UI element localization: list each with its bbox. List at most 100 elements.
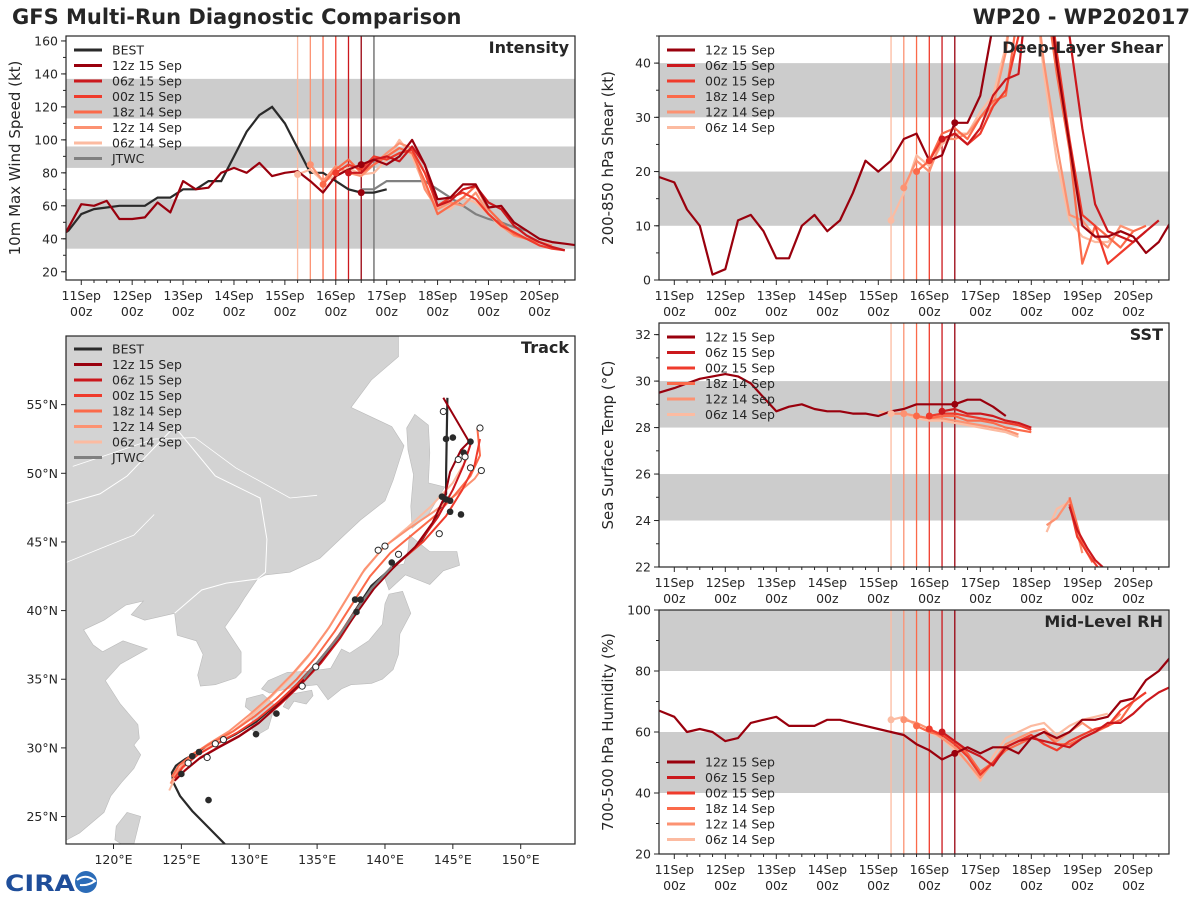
track-xtick-label: 120°E bbox=[94, 852, 132, 867]
intensity-run-start-dot bbox=[344, 169, 352, 177]
rh-shade-band bbox=[659, 610, 1169, 671]
intensity-ytick-label: 120 bbox=[34, 99, 58, 114]
province-border bbox=[66, 514, 155, 563]
rh-legend-label: 12z 14 Sep bbox=[705, 817, 775, 832]
intensity-xtick-label-hour: 00z bbox=[325, 304, 348, 319]
rh-legend-label: 12z 15 Sep bbox=[705, 755, 775, 770]
track-ytick-label: 35°N bbox=[26, 672, 58, 687]
shear-xtick-label-day: 13Sep bbox=[757, 288, 797, 303]
intensity-ylabel: 10m Max Wind Speed (kt) bbox=[6, 61, 24, 256]
shear-xtick-label-hour: 00z bbox=[816, 304, 839, 319]
intensity-shade-band bbox=[66, 146, 575, 168]
country-border bbox=[66, 425, 268, 580]
sst-run-start-dot bbox=[925, 412, 933, 420]
intensity-xtick-label-day: 16Sep bbox=[316, 288, 356, 303]
shear-run-start-dot bbox=[900, 184, 908, 192]
shear-xtick-label-day: 20Sep bbox=[1114, 288, 1154, 303]
rh-run-line bbox=[941, 686, 1169, 767]
rh-ytick-label: 80 bbox=[635, 664, 651, 679]
intensity-jtwc-track bbox=[361, 180, 527, 232]
intensity-run-start-dot bbox=[319, 180, 327, 188]
asia-land bbox=[66, 336, 405, 841]
rh-run-line bbox=[659, 657, 1169, 761]
intensity-legend-label: 00z 15 Sep bbox=[112, 89, 182, 104]
intensity-xtick-label-day: 13Sep bbox=[163, 288, 203, 303]
sst-xtick-label-day: 18Sep bbox=[1012, 575, 1052, 590]
rh-xtick-label-day: 19Sep bbox=[1063, 862, 1103, 877]
track-point-open bbox=[439, 407, 447, 416]
shear-panel: 01020304011Sep00z12Sep00z13Sep00z14Sep00… bbox=[599, 35, 1170, 319]
intensity-ytick-label: 100 bbox=[34, 132, 58, 147]
track-point-open bbox=[394, 550, 403, 558]
track-panel: 120°E 125°E 130°E 135°E 140°E 145°E 150°E 25°N 3… bbox=[26, 335, 576, 867]
shear-xtick-label-hour: 00z bbox=[1020, 304, 1043, 319]
shear-shade-band bbox=[659, 171, 1169, 226]
shear-run-start-dot bbox=[913, 168, 921, 176]
track-point-filled bbox=[446, 508, 454, 516]
shear-shade-band bbox=[659, 63, 1169, 118]
intensity-xtick-label-day: 11Sep bbox=[62, 288, 102, 303]
sst-xtick-label-day: 19Sep bbox=[1063, 575, 1103, 590]
intensity-legend-label: 06z 15 Sep bbox=[112, 74, 182, 89]
intensity-xtick-label-day: 14Sep bbox=[214, 288, 254, 303]
sst-xtick-label-day: 17Sep bbox=[961, 575, 1001, 590]
intensity-run-start-dot bbox=[357, 161, 365, 169]
rh-ytick-label: 60 bbox=[635, 725, 651, 740]
track-point-open bbox=[219, 736, 228, 744]
intensity-xtick-label-day: 20Sep bbox=[520, 288, 560, 303]
sst-plot-area bbox=[659, 323, 1169, 567]
rh-run-start-dot bbox=[913, 722, 921, 730]
rh-xtick-label-day: 15Sep bbox=[859, 862, 899, 877]
rh-xtick-label-hour: 00z bbox=[918, 878, 941, 893]
track-legend-label: BEST bbox=[112, 342, 144, 357]
shear-xtick-label-day: 12Sep bbox=[706, 288, 746, 303]
shear-xtick-label-hour: 00z bbox=[1122, 304, 1145, 319]
intensity-run-start-dot bbox=[294, 170, 302, 178]
intensity-ytick-label: 80 bbox=[42, 165, 58, 180]
track-legend-label: 00z 15 Sep bbox=[112, 388, 182, 403]
intensity-xtick-label-hour: 00z bbox=[375, 304, 398, 319]
track-point-filled bbox=[195, 748, 203, 756]
rh-xtick-label-day: 16Sep bbox=[910, 862, 950, 877]
rh-run-start-dot bbox=[951, 749, 959, 757]
shear-ytick-label: 20 bbox=[635, 164, 651, 179]
track-point-filled bbox=[442, 435, 450, 443]
rh-ylabel: 700-500 hPa Humidity (%) bbox=[599, 633, 617, 831]
intensity-legend-label: 06z 14 Sep bbox=[112, 136, 182, 151]
province-border bbox=[72, 437, 318, 499]
intensity-xtick-label-hour: 00z bbox=[528, 304, 551, 319]
rh-xtick-label-hour: 00z bbox=[714, 878, 737, 893]
intensity-plot-area bbox=[66, 36, 575, 280]
track-point-filled bbox=[353, 608, 360, 616]
sst-frame bbox=[658, 322, 1170, 568]
sst-xtick-label-hour: 00z bbox=[714, 591, 737, 606]
track-run-line bbox=[173, 397, 471, 782]
intensity-shade-band bbox=[66, 78, 575, 119]
sst-run-start-dot bbox=[887, 410, 895, 418]
track-point-open bbox=[298, 682, 306, 690]
taiwan-land bbox=[114, 812, 142, 844]
rh-panel-title: Mid-Level RH bbox=[1044, 612, 1163, 631]
track-ytick-label: 40°N bbox=[26, 603, 58, 618]
rh-xtick-label-hour: 00z bbox=[765, 878, 788, 893]
sst-shade-band bbox=[659, 474, 1169, 521]
track-point-open bbox=[454, 455, 462, 464]
intensity-xtick-label-hour: 00z bbox=[426, 304, 449, 319]
sst-xtick-label-hour: 00z bbox=[969, 591, 992, 606]
rh-xtick-label-day: 18Sep bbox=[1012, 862, 1052, 877]
intensity-legend-label: 18z 14 Sep bbox=[112, 105, 182, 120]
shear-run-start-dot bbox=[938, 135, 946, 143]
intensity-ytick-label: 160 bbox=[34, 33, 58, 48]
track-ytick-label: 30°N bbox=[26, 740, 58, 755]
rh-plot-area bbox=[659, 610, 1169, 854]
sst-legend-label: 06z 15 Sep bbox=[705, 345, 775, 360]
track-ytick-label: 50°N bbox=[26, 466, 58, 481]
shear-xtick-label-day: 14Sep bbox=[808, 288, 848, 303]
shear-run-start-dot bbox=[951, 119, 959, 127]
shear-legend-label: 12z 15 Sep bbox=[705, 43, 775, 58]
rh-xtick-label-day: 12Sep bbox=[706, 862, 746, 877]
shear-ytick-label: 40 bbox=[635, 56, 651, 71]
rh-xtick-label-day: 13Sep bbox=[757, 862, 797, 877]
shear-xtick-label-hour: 00z bbox=[765, 304, 788, 319]
